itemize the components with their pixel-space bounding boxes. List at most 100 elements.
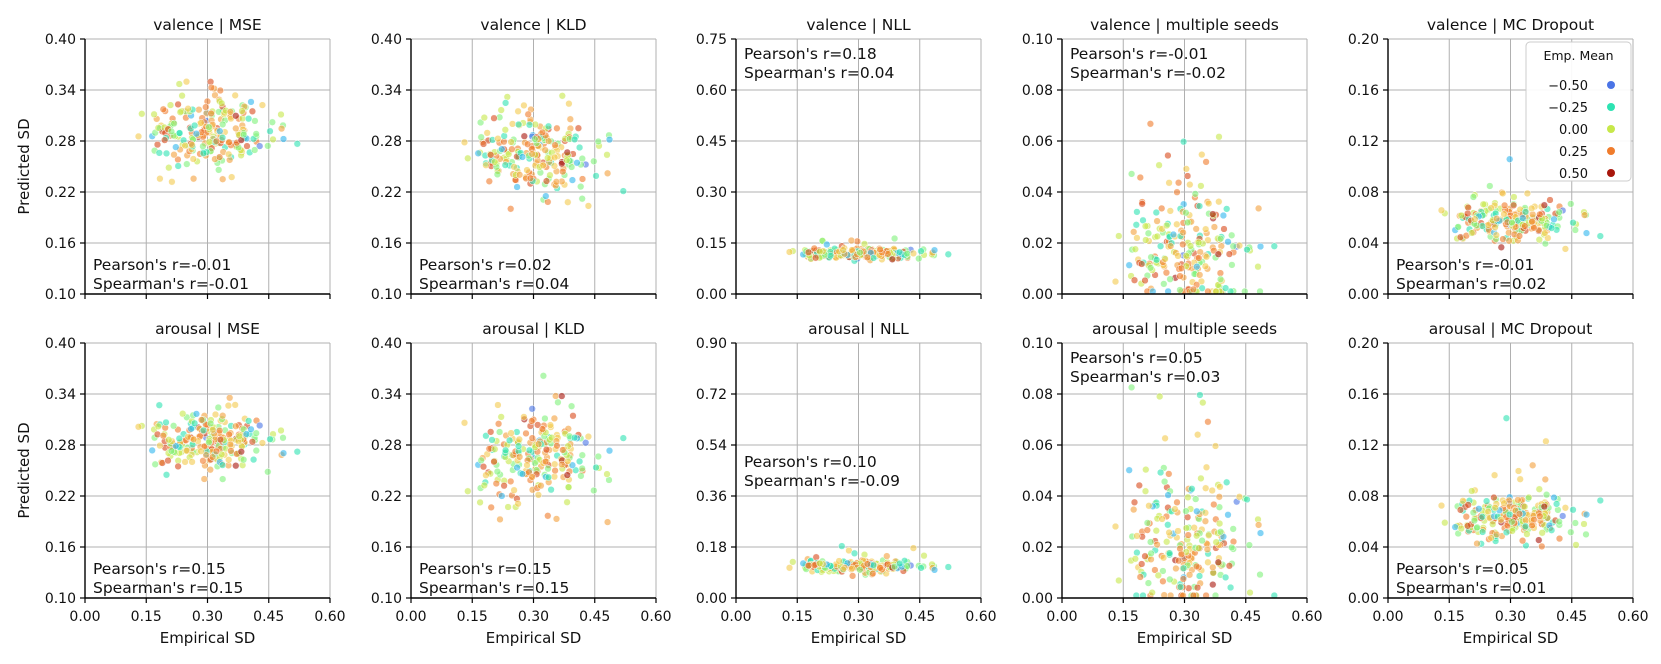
data-point xyxy=(816,247,824,256)
data-point xyxy=(863,560,872,568)
data-point xyxy=(1221,284,1230,292)
pearson-annotation: Pearson's r=0.15 xyxy=(419,560,552,578)
data-point xyxy=(205,138,213,146)
y-tick-label: 0.15 xyxy=(696,236,727,252)
legend-title: Emp. Mean xyxy=(1543,48,1613,63)
data-point xyxy=(541,146,549,154)
legend-box xyxy=(1525,41,1632,182)
data-point xyxy=(206,419,215,428)
data-point xyxy=(138,110,146,118)
data-point xyxy=(504,503,512,511)
data-point xyxy=(225,430,233,439)
data-point xyxy=(577,182,585,191)
panel-9: 0.00 0.04 0.08 0.12 0.16 0.20 0.00 0.15 0.30 0.45… xyxy=(1348,320,1649,647)
x-tick-label: 0.60 xyxy=(965,609,996,625)
data-point xyxy=(917,247,925,255)
data-point xyxy=(1462,513,1470,521)
data-point xyxy=(518,153,527,161)
data-point xyxy=(216,86,224,95)
data-point xyxy=(226,440,235,449)
data-point xyxy=(823,240,831,249)
data-point xyxy=(1166,207,1174,215)
data-point xyxy=(551,141,559,149)
data-point xyxy=(215,166,223,174)
panel-title: valence | multiple seeds xyxy=(1090,16,1279,34)
panel-7: 0.00 0.18 0.36 0.54 0.72 0.90 0.00 0.15 0.30 0.45… xyxy=(696,320,997,647)
data-point xyxy=(1478,528,1487,536)
data-point xyxy=(214,403,222,412)
data-point xyxy=(476,498,484,507)
spearman-annotation: Spearman's r=0.03 xyxy=(1070,368,1220,386)
data-point xyxy=(150,110,158,118)
data-point xyxy=(847,236,856,245)
data-point xyxy=(1490,471,1499,479)
data-point xyxy=(848,246,856,254)
data-point xyxy=(553,124,561,132)
data-point xyxy=(205,123,213,131)
y-tick-label: 0.90 xyxy=(696,336,727,352)
data-point xyxy=(183,160,191,168)
data-point xyxy=(534,421,542,429)
data-point xyxy=(518,470,527,478)
data-point xyxy=(1487,534,1495,542)
data-point xyxy=(208,453,217,461)
data-point xyxy=(206,466,214,474)
data-point xyxy=(247,425,255,433)
scatter-points xyxy=(134,78,301,186)
x-axis-label: Empirical SD xyxy=(486,629,582,647)
data-point xyxy=(266,127,274,135)
data-point xyxy=(460,419,469,427)
data-point xyxy=(200,475,208,483)
data-point xyxy=(1188,485,1196,493)
data-point xyxy=(876,564,884,572)
data-point xyxy=(252,130,260,138)
data-point xyxy=(582,439,590,447)
data-point xyxy=(1155,161,1163,169)
data-point xyxy=(534,491,543,499)
scatter-points xyxy=(1437,155,1604,253)
data-point xyxy=(578,195,586,203)
data-point xyxy=(1546,196,1554,204)
data-point xyxy=(1235,493,1244,501)
y-tick-label: 0.00 xyxy=(1022,591,1053,607)
data-point xyxy=(1515,232,1524,240)
data-point xyxy=(252,429,260,437)
data-point xyxy=(1195,572,1204,580)
legend-marker xyxy=(1607,147,1615,155)
x-tick-label: 0.00 xyxy=(1046,609,1077,625)
data-point xyxy=(1133,548,1141,557)
data-point xyxy=(188,141,196,149)
data-point xyxy=(501,99,510,107)
y-tick-label: 0.00 xyxy=(696,287,727,303)
panel-2: 0.00 0.15 0.30 0.45 0.60 0.75 valence | NLL Pea… xyxy=(696,16,982,303)
legend-marker xyxy=(1607,169,1615,177)
data-point xyxy=(1212,538,1220,546)
legend-marker xyxy=(1607,103,1615,111)
data-point xyxy=(1541,229,1549,237)
data-point xyxy=(1235,241,1244,250)
data-point xyxy=(264,142,272,150)
data-point xyxy=(497,106,505,114)
data-point xyxy=(550,162,559,170)
data-point xyxy=(1535,485,1543,493)
x-tick-label: 0.30 xyxy=(843,609,874,625)
data-point xyxy=(528,405,536,413)
data-point xyxy=(199,142,207,150)
data-point xyxy=(1505,510,1514,519)
data-point xyxy=(559,167,567,176)
data-point xyxy=(594,452,602,461)
data-point xyxy=(1225,250,1234,258)
legend-label: 0.50 xyxy=(1559,167,1588,182)
data-point xyxy=(1220,225,1228,233)
data-point xyxy=(810,244,818,253)
data-point xyxy=(507,205,515,213)
data-point xyxy=(1209,210,1217,218)
data-point xyxy=(482,161,490,169)
data-point xyxy=(215,426,224,435)
data-point xyxy=(553,442,561,450)
spearman-annotation: Spearman's r=-0.01 xyxy=(93,275,249,293)
data-point xyxy=(545,137,553,145)
data-point xyxy=(547,486,555,494)
data-point xyxy=(226,394,234,402)
data-point xyxy=(520,132,528,140)
